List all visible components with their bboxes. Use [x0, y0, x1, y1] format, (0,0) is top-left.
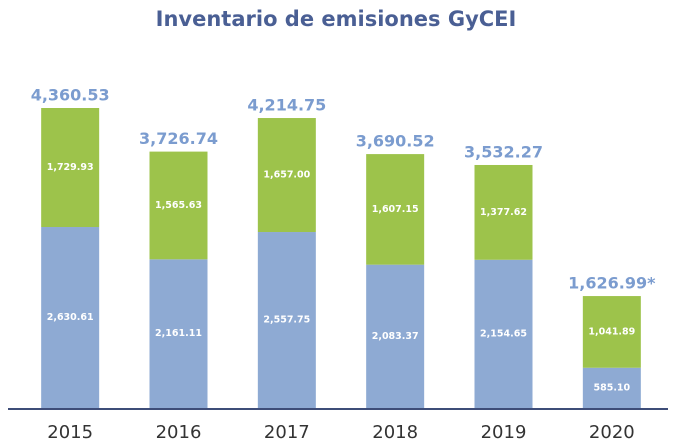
- bar-segment: [257, 232, 316, 408]
- bar-segment: [582, 296, 641, 368]
- x-tick-label: 2015: [47, 422, 93, 443]
- bar-segment: [41, 227, 100, 408]
- total-label: 3,726.74: [139, 129, 218, 148]
- bar-segment: [149, 151, 208, 260]
- bar-segment: [366, 154, 425, 265]
- x-tick-label: 2019: [481, 422, 527, 443]
- bar-segment: [582, 367, 641, 408]
- segment-label: 585.10: [593, 382, 630, 393]
- segment-label: 2,154.65: [480, 328, 527, 339]
- x-tick-label: 2018: [372, 422, 418, 443]
- chart-title: Inventario de emisiones GyCEI: [156, 7, 517, 31]
- x-tick-label: 2020: [589, 422, 635, 443]
- segment-label: 1,377.62: [480, 207, 527, 218]
- segment-label: 1,729.93: [47, 162, 94, 173]
- x-tick-label: 2017: [264, 422, 310, 443]
- bar-segment: [474, 164, 533, 260]
- total-label: 3,690.52: [356, 132, 435, 151]
- total-label: 3,532.27: [464, 142, 543, 161]
- segment-label: 1,041.89: [588, 326, 635, 337]
- segment-label: 2,083.37: [372, 331, 419, 342]
- total-label: 1,626.99*: [568, 274, 656, 293]
- segment-label: 1,565.63: [155, 200, 202, 211]
- bar-segment: [149, 259, 208, 408]
- x-tick-label: 2016: [156, 422, 202, 443]
- total-label: 4,360.53: [31, 86, 110, 105]
- total-label: 4,214.75: [247, 96, 326, 115]
- bar-segment: [41, 107, 100, 228]
- segment-label: 1,607.15: [372, 204, 419, 215]
- segment-label: 1,657.00: [263, 170, 310, 181]
- segment-label: 2,557.75: [263, 315, 310, 326]
- segment-label: 2,161.11: [155, 328, 202, 339]
- bar-segment: [257, 118, 316, 233]
- bar-segment: [474, 259, 533, 408]
- segment-label: 2,630.61: [47, 312, 94, 323]
- bar-segment: [366, 264, 425, 408]
